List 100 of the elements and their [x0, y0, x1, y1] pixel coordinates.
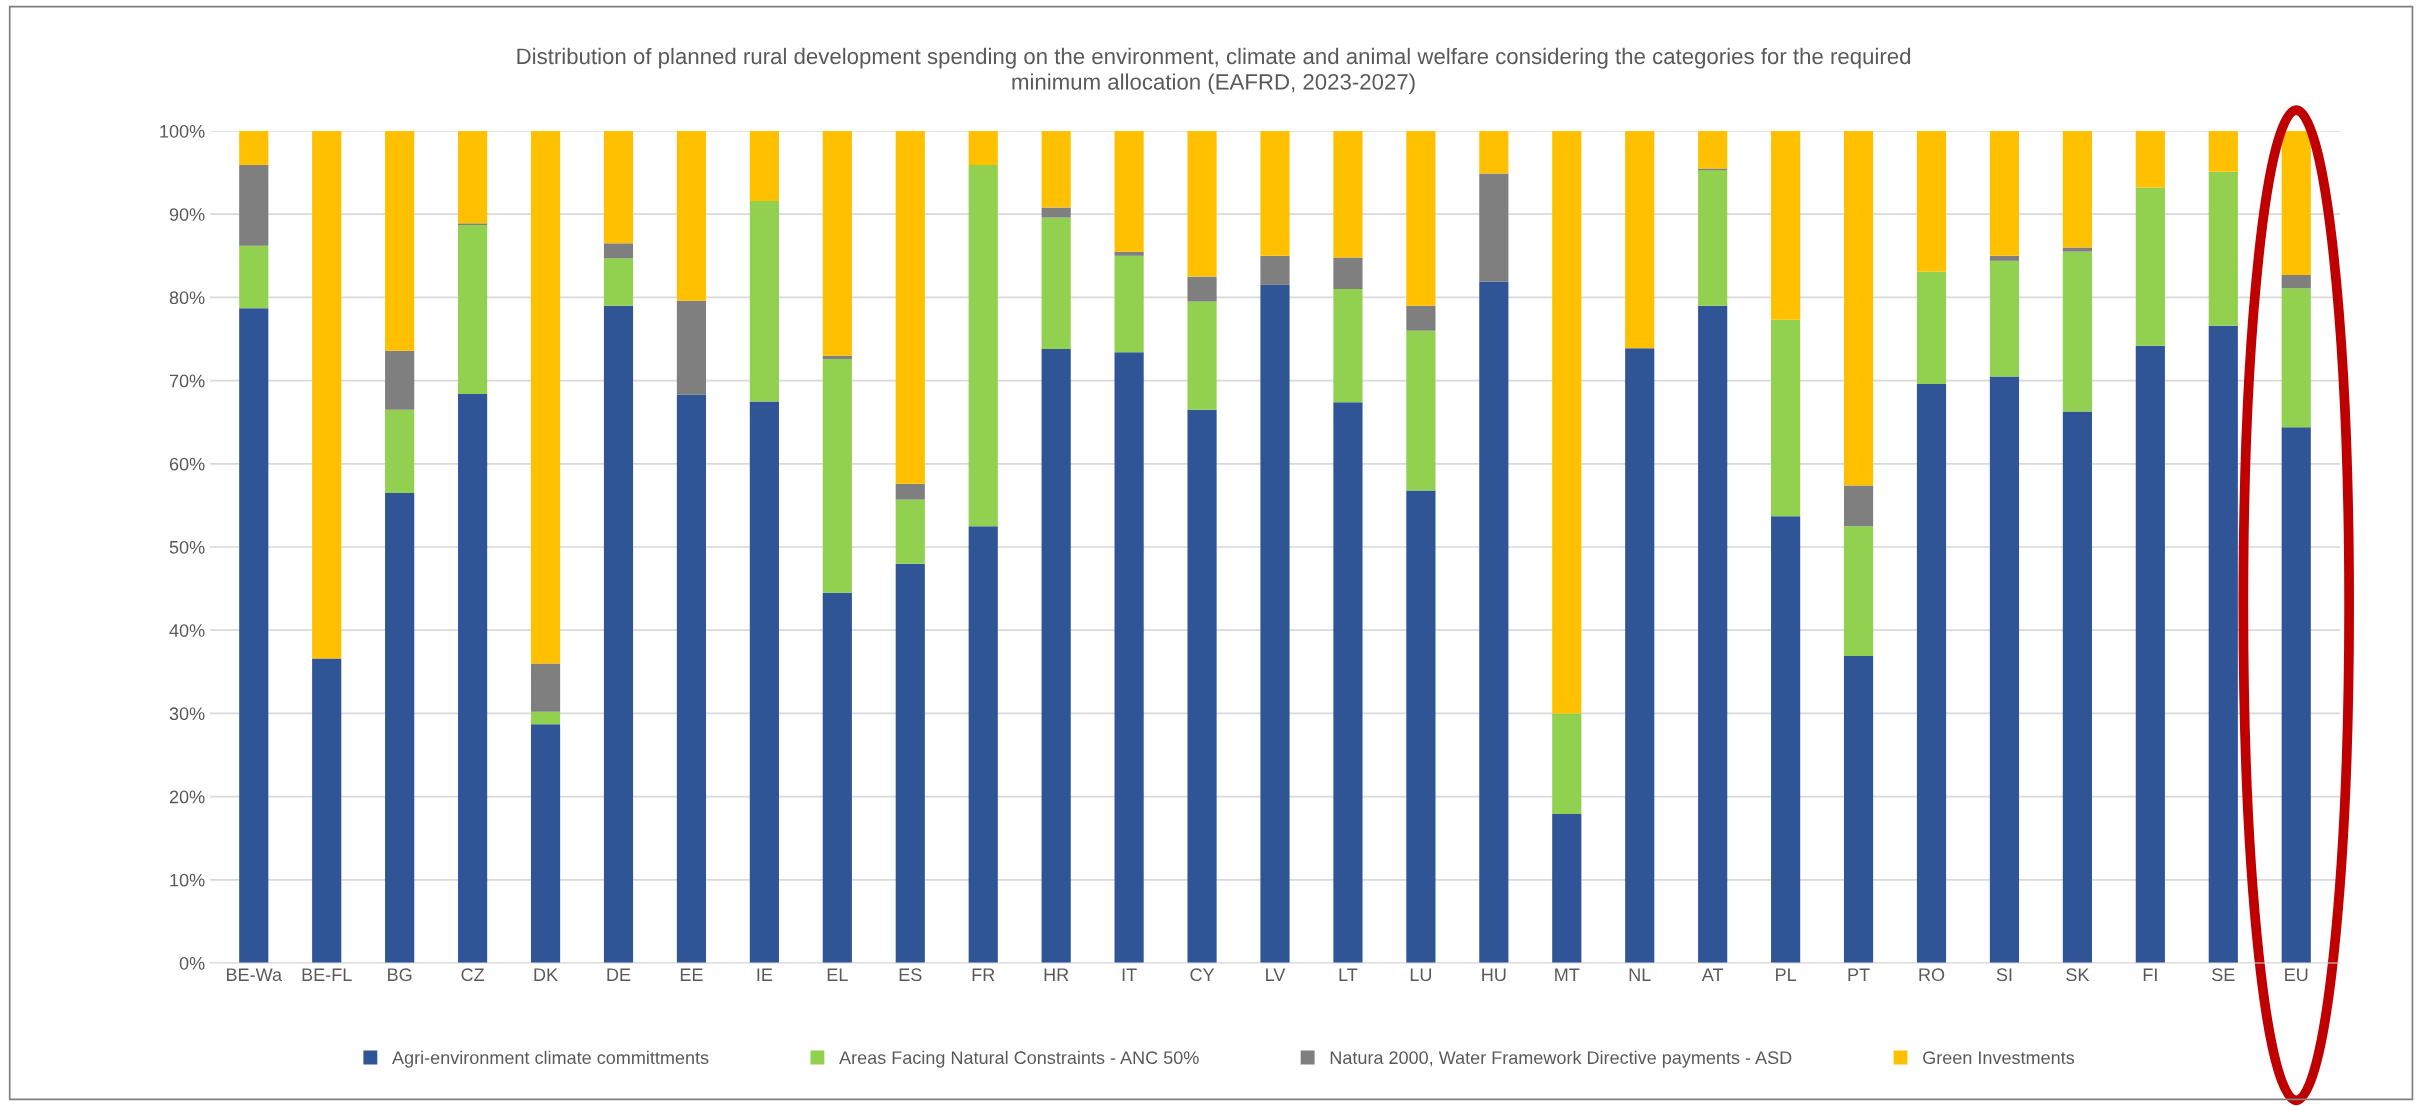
y-tick-label: 100%	[160, 124, 205, 138]
x-tick-label: HU	[1482, 968, 1506, 982]
bar	[1989, 255, 2020, 261]
bar	[2062, 411, 2092, 963]
bar	[1698, 170, 1728, 306]
bar	[1771, 319, 1801, 517]
bar	[2281, 427, 2311, 963]
x-tick-label: SK	[2066, 968, 2090, 982]
bar	[385, 131, 415, 351]
bar	[822, 592, 852, 963]
y-tick-label: 40%	[169, 624, 205, 637]
bar	[1771, 516, 1801, 963]
bar	[749, 401, 779, 963]
x-tick-label: IE	[757, 968, 773, 981]
y-tick-label: 50%	[169, 540, 205, 554]
bar	[895, 483, 925, 500]
bar	[1187, 276, 1217, 302]
y-tick-label: 10%	[170, 873, 205, 887]
bar	[1333, 402, 1363, 963]
bar	[1114, 131, 1144, 252]
bar	[2135, 187, 2165, 346]
bar	[676, 394, 707, 963]
x-tick-label: PL	[1776, 968, 1797, 981]
bar	[1698, 131, 1728, 169]
y-tick-label: 30%	[169, 707, 205, 721]
bar	[458, 393, 488, 963]
bar	[239, 245, 269, 309]
bar	[1041, 348, 1071, 963]
bar	[2281, 131, 2311, 275]
x-tick-label: FI	[2143, 968, 2157, 981]
x-tick-label: LU	[1410, 968, 1432, 982]
bar	[1552, 814, 1582, 963]
bar	[1698, 305, 1728, 963]
x-tick-label: BG	[388, 968, 412, 982]
bar	[2062, 131, 2092, 248]
bar	[968, 526, 998, 963]
x-tick-label: FR	[972, 968, 995, 981]
bar	[1625, 131, 1655, 349]
legend-label: Green Investments	[1923, 1051, 2075, 1065]
x-tick-label: RO	[1919, 968, 1945, 982]
x-tick-label: CY	[1190, 968, 1215, 982]
bar	[1771, 131, 1801, 320]
chart-title: Distribution of planned rural development spending on the environment, climate and animal welfare considering the categories for the required minimum allocation (EAFRD, 2023-2027)	[517, 47, 1911, 95]
bar	[2062, 247, 2092, 252]
x-tick-label: EE	[680, 968, 703, 981]
bar	[1187, 301, 1217, 410]
x-tick-label: DK	[534, 968, 558, 981]
bar	[2208, 131, 2238, 172]
x-tick-label: AT	[1701, 968, 1724, 981]
bar	[2208, 325, 2238, 963]
x-tick-label: SE	[2212, 968, 2235, 982]
bar	[458, 225, 488, 394]
bar	[1552, 131, 1582, 714]
bar	[603, 305, 634, 963]
bar	[312, 131, 342, 659]
bar	[822, 358, 852, 593]
bar	[530, 711, 561, 725]
bar	[458, 131, 488, 224]
bar	[968, 165, 998, 527]
bar	[1187, 409, 1217, 963]
bar	[1989, 260, 2020, 377]
bar	[1625, 348, 1655, 963]
bar	[1041, 217, 1071, 349]
y-tick-label: 20%	[169, 790, 205, 804]
x-tick-label: HR	[1044, 968, 1069, 981]
bar	[385, 350, 415, 410]
bar	[1333, 131, 1363, 258]
bar	[1989, 376, 2020, 963]
bar	[1114, 255, 1144, 353]
y-tick-label: 0%	[179, 956, 205, 970]
bar	[2135, 345, 2165, 963]
bar	[1916, 271, 1947, 384]
bar	[1479, 131, 1509, 174]
bar	[1406, 131, 1436, 306]
bar	[1843, 485, 1874, 527]
bar	[1406, 305, 1436, 331]
x-tick-label: PT	[1848, 968, 1870, 981]
bar	[1406, 330, 1436, 491]
bar	[1260, 255, 1290, 285]
bar	[1479, 281, 1509, 963]
bar	[1260, 131, 1290, 256]
bar	[822, 131, 852, 356]
bar	[822, 355, 852, 359]
x-tick-label: BE-FL	[302, 968, 352, 981]
bar	[239, 131, 269, 166]
bar	[1333, 257, 1363, 290]
bar	[2281, 274, 2311, 289]
x-tick-label: NL	[1629, 968, 1651, 981]
bar	[1260, 284, 1290, 963]
bar	[1843, 131, 1874, 486]
bar	[1843, 526, 1874, 656]
bar	[239, 308, 269, 963]
y-tick-label: 60%	[169, 457, 205, 471]
bar	[239, 165, 269, 246]
bar	[1843, 655, 1874, 963]
bar	[895, 563, 925, 963]
x-tick-label: CZ	[461, 968, 485, 982]
bar	[1989, 131, 2020, 256]
x-tick-label: EL	[827, 968, 848, 981]
x-tick-label: SI	[1996, 968, 2012, 982]
